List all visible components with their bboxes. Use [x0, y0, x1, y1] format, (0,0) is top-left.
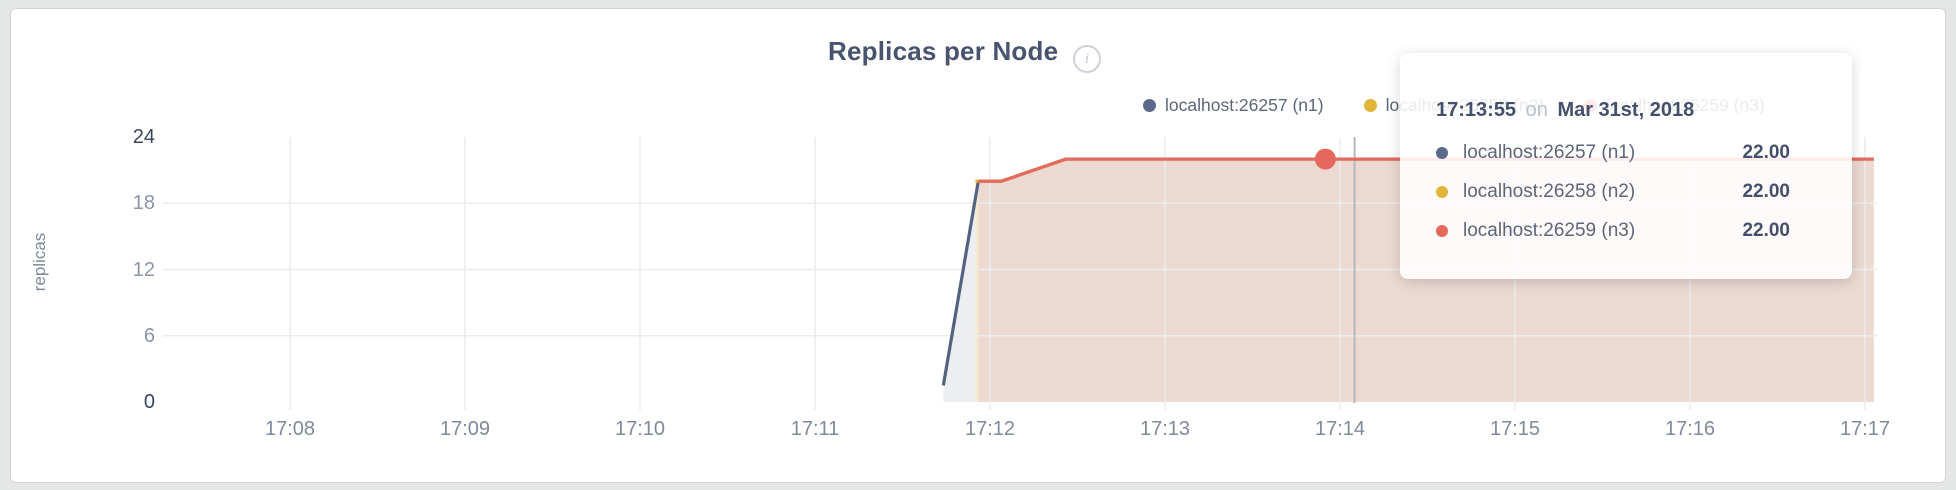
tooltip-series-value: 22.00 [1742, 180, 1790, 202]
x-tick-label: 17:11 [790, 418, 840, 440]
tooltip-header: 17:13:55 on Mar 31st, 2018 [1436, 99, 1694, 122]
y-tick-label: 0 [143, 391, 155, 413]
tooltip-series-label: localhost:26258 (n2) [1463, 180, 1636, 202]
hover-tooltip: 17:13:55 on Mar 31st, 2018 localhost:262… [1400, 53, 1852, 279]
x-tick-label: 17:14 [1314, 418, 1366, 440]
tooltip-row: localhost:26257 (n1) 22.00 [1436, 133, 1790, 172]
x-tick-label: 17:12 [964, 418, 1016, 440]
y-tick-label: 12 [132, 258, 155, 281]
series-dot-icon [1436, 146, 1448, 159]
y-tick-label: 18 [132, 192, 155, 215]
page-title: Replicas per Node [828, 36, 1059, 66]
x-tick-label: 17:13 [1139, 418, 1191, 440]
tooltip-rows: localhost:26257 (n1) 22.00 localhost:262… [1436, 133, 1790, 250]
y-tick-label: 6 [143, 324, 155, 347]
tooltip-row: localhost:26259 (n3) 22.00 [1436, 211, 1790, 250]
x-tick-label: 17:15 [1489, 418, 1541, 440]
x-tick-label: 17:08 [264, 418, 316, 440]
tooltip-series-label: localhost:26259 (n3) [1463, 219, 1636, 241]
tooltip-date: Mar 31st, 2018 [1557, 99, 1695, 121]
info-icon[interactable]: i [1073, 45, 1101, 73]
highlight-dot [1314, 148, 1336, 170]
legend-item-n1[interactable]: localhost:26257 (n1) [1143, 95, 1324, 116]
x-tick-label: 17:17 [1839, 418, 1891, 440]
tooltip-time: 17:13:55 [1436, 99, 1517, 121]
y-tick-label: 24 [132, 126, 155, 148]
legend-dot-icon [1143, 98, 1156, 112]
tooltip-series-value: 22.00 [1742, 219, 1790, 241]
tooltip-series-value: 22.00 [1742, 141, 1790, 163]
legend-label: localhost:26257 (n1) [1165, 94, 1324, 115]
x-tick-label: 17:16 [1664, 418, 1716, 440]
series-dot-icon [1436, 185, 1448, 198]
x-tick-label: 17:09 [439, 418, 491, 440]
tooltip-series-label: localhost:26257 (n1) [1463, 141, 1636, 163]
series-dot-icon [1436, 224, 1448, 237]
y-axis-label: replicas [30, 232, 49, 292]
x-tick-label: 17:10 [614, 418, 666, 440]
legend-dot-icon [1363, 98, 1377, 112]
tooltip-conjunction: on [1525, 99, 1548, 121]
tooltip-row: localhost:26258 (n2) 22.00 [1436, 172, 1790, 211]
